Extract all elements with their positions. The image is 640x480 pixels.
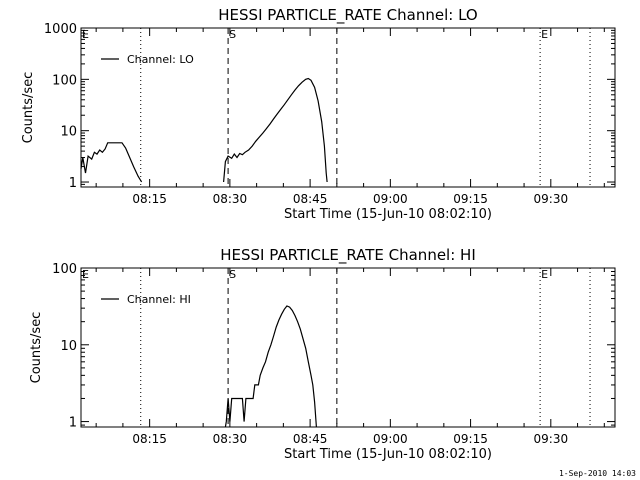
panel-2-plot-frame (80, 267, 616, 428)
panel-2-x-tick-label: 08:30 (213, 432, 248, 446)
panel-1-x-tick-label: 08:45 (293, 192, 328, 206)
panel-2-legend-label: Channel: HI (127, 293, 191, 306)
panel-1-y-tick-label: 100 (52, 73, 77, 88)
footer-timestamp: 1-Sep-2010 14:03 (558, 469, 636, 478)
panel-2-x-axis-label: Start Time (15-Jun-10 08:02:10) (284, 447, 492, 462)
panel-1-title: HESSI PARTICLE_RATE Channel: LO (218, 6, 477, 25)
panel-2-y-tick-label: 1 (69, 416, 77, 431)
panel-1-x-tick-label: 09:30 (534, 192, 569, 206)
panel-1-y-axis-label: Counts/sec (21, 72, 36, 144)
panel-2-series-line (224, 305, 317, 428)
panel-2-title: HESSI PARTICLE_RATE Channel: HI (220, 246, 476, 265)
panel-2-x-tick-label: 09:00 (373, 432, 408, 446)
panel-1-y-tick-label: 1000 (44, 22, 77, 37)
panel-2-x-tick-label: 08:45 (293, 432, 328, 446)
panel-2-y-tick-label: 10 (60, 339, 77, 354)
panel-1-x-tick-label: 08:30 (213, 192, 248, 206)
panel-2-y-tick-label: 100 (52, 262, 77, 277)
panel-2-marker-label: S (229, 268, 236, 281)
panel-2-y-axis-label: Counts/sec (29, 312, 44, 384)
panel-1-y-tick-label: 10 (60, 125, 77, 140)
panel-1-legend-label: Channel: LO (127, 53, 194, 66)
panel-1-series-line (80, 142, 143, 183)
panel-2-x-tick-label: 09:30 (534, 432, 569, 446)
panel-1-marker-label: S (229, 28, 236, 41)
panel-1-series-line (223, 77, 328, 183)
panel-1-marker-label: E (82, 28, 89, 41)
panel-1-x-tick-label: 09:15 (453, 192, 488, 206)
panel-1-plot-frame (80, 27, 616, 188)
panel-1-x-axis-label: Start Time (15-Jun-10 08:02:10) (284, 207, 492, 222)
panel-1-x-tick-label: 08:15 (132, 192, 167, 206)
panel-1-x-tick-label: 09:00 (373, 192, 408, 206)
panel-2-marker-label: E (541, 268, 548, 281)
panel-2-marker-label: E (82, 268, 89, 281)
panel-2-x-tick-label: 08:15 (132, 432, 167, 446)
panel-1-y-tick-label: 1 (69, 176, 77, 191)
panel-1-marker-label: E (541, 28, 548, 41)
panel-2-x-tick-label: 09:15 (453, 432, 488, 446)
